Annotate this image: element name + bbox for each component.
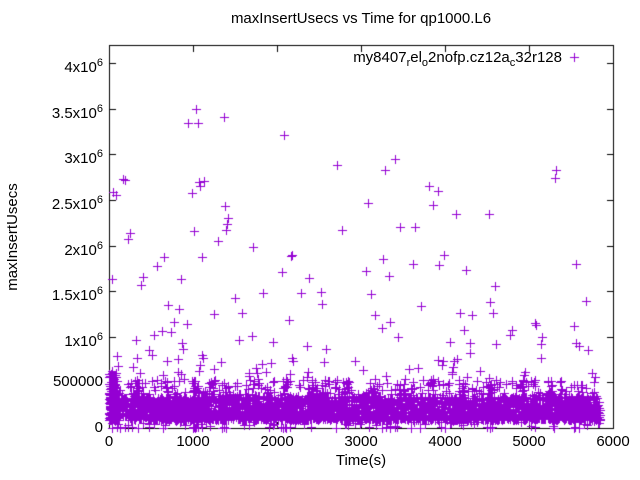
y-tick-label: 500000	[52, 373, 103, 390]
chart-title: maxInsertUsecs vs Time for qp1000.L6	[230, 10, 492, 27]
y-tick-label: 0	[94, 419, 103, 436]
y-tick-label: 2x106	[64, 240, 103, 259]
legend-series-label: my8407relo2nofp.cz12ac32r128	[353, 49, 562, 69]
y-tick-label: 3.5x106	[51, 103, 103, 122]
y-tick-label: 1.5x106	[51, 285, 103, 304]
x-tick-label: 1000	[176, 433, 210, 450]
x-tick-label: 5000	[512, 433, 546, 450]
y-tick-label: 1x106	[64, 331, 103, 350]
x-axis-label: Time(s)	[335, 452, 387, 469]
x-tick-label: 4000	[428, 433, 462, 450]
x-tick-label: 6000	[596, 433, 630, 450]
x-tick-label: 0	[104, 433, 114, 450]
x-tick-label: 3000	[344, 433, 378, 450]
y-tick-label: 2.5x106	[51, 194, 103, 213]
y-tick-label: 4x106	[64, 57, 103, 76]
x-tick-label: 2000	[260, 433, 294, 450]
y-tick-label: 3x106	[64, 148, 103, 167]
